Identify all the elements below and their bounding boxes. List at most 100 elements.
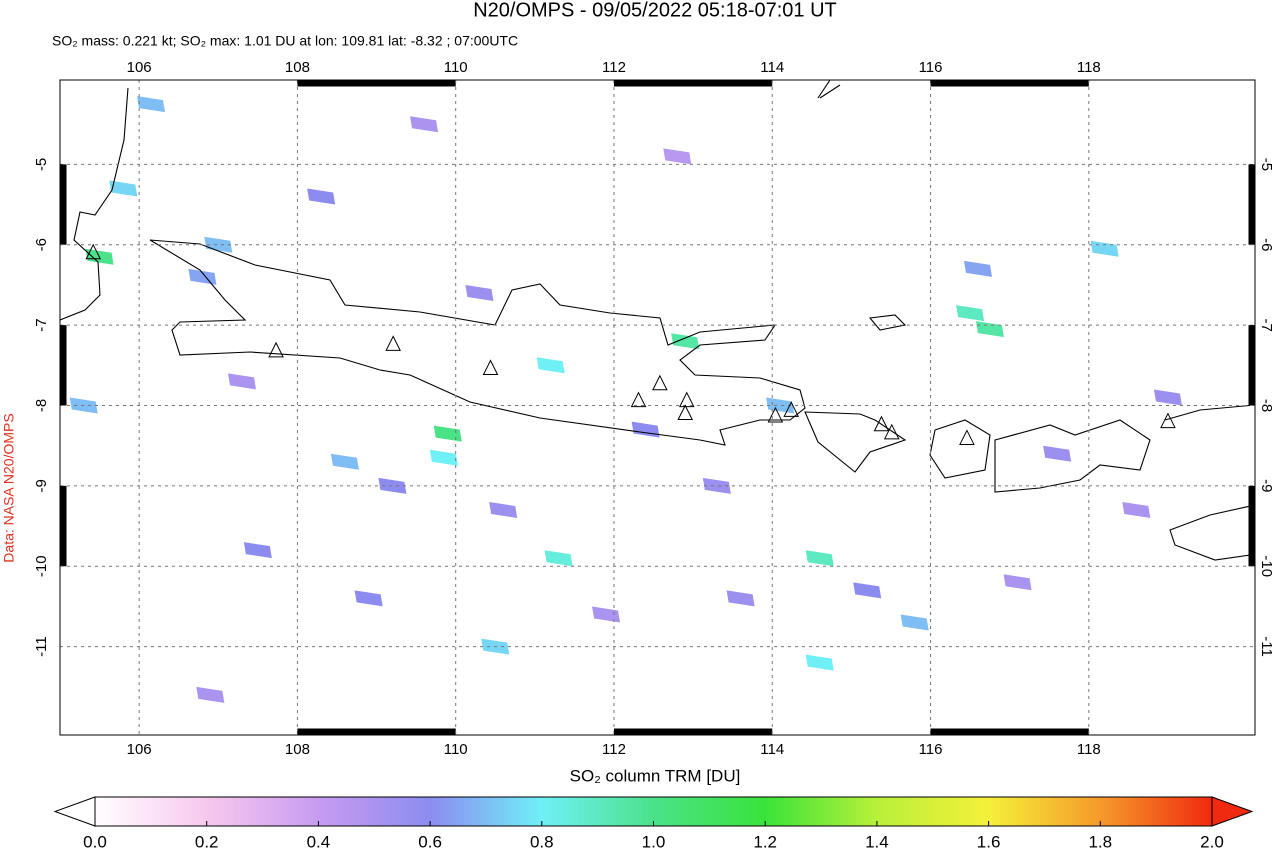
colorbar-under	[53, 796, 96, 827]
so2-pixel	[956, 305, 985, 322]
so2-pixel	[853, 582, 882, 599]
map-frame	[59, 79, 1256, 736]
so2-pixel	[726, 590, 755, 607]
y-tick-label: -5	[1258, 158, 1272, 171]
so2-pixel	[663, 148, 692, 165]
volcano	[1160, 412, 1176, 429]
y-tick-label: -9	[1258, 479, 1272, 492]
x-tick-label: 108	[285, 59, 310, 76]
volcano	[783, 401, 800, 417]
volcano	[630, 391, 647, 408]
so2-pixel	[109, 180, 138, 197]
so2-pixel	[975, 321, 1004, 338]
x-tick-label: 112	[602, 59, 626, 76]
so2-pixel	[1090, 240, 1119, 257]
so2-pixel	[1122, 501, 1151, 518]
so2-pixel	[465, 284, 494, 301]
coastlines	[60, 80, 1255, 561]
y-tick-label: -11	[33, 636, 50, 657]
x-tick-label: 114	[760, 741, 784, 758]
volcano	[678, 391, 695, 408]
bali-coast	[804, 411, 907, 473]
volcano	[677, 404, 694, 421]
colorbar-tick-label: 0.4	[307, 832, 331, 851]
x-tick-label: 114	[760, 59, 784, 76]
y-tick-label: -8	[33, 399, 50, 412]
y-tick-label: -6	[33, 238, 50, 251]
colorbar-label: SO₂ column TRM [DU]	[570, 766, 741, 785]
flores-coast	[1164, 404, 1255, 561]
so2-pixel	[1003, 574, 1032, 591]
so2-pixel	[243, 542, 272, 559]
so2-pixel	[805, 654, 834, 671]
volcano	[482, 359, 499, 376]
so2-pixel	[805, 550, 834, 567]
colorbar-tick-label: 1.0	[642, 832, 666, 851]
x-tick-label: 110	[444, 59, 468, 76]
so2-pixel	[307, 188, 336, 205]
so2-pixel	[433, 425, 462, 442]
so2-pixel	[228, 373, 257, 390]
so2-pixel	[1153, 389, 1182, 406]
colorbar-tick-label: 1.6	[977, 832, 1001, 851]
y-tick-label: -5	[33, 158, 50, 171]
y-tick-label: -10	[33, 555, 50, 577]
x-tick-label: 106	[127, 741, 152, 758]
y-tick-label: -6	[1258, 238, 1272, 251]
volcano	[883, 423, 900, 440]
kangean-coast	[817, 80, 907, 331]
so2-pixel	[671, 333, 700, 350]
title: N20/OMPS - 09/05/2022 05:18-07:01 UT	[473, 0, 837, 21]
colorbar-tick-label: 0.8	[530, 832, 554, 851]
so2-pixel	[631, 421, 660, 438]
so2-pixel	[429, 449, 458, 466]
x-tick-label: 110	[444, 741, 468, 758]
volcano	[767, 406, 784, 423]
colorbar-tick-label: 0.2	[195, 832, 219, 851]
x-tick-label: 108	[285, 741, 310, 758]
colorbar-tick-label: 0.6	[418, 832, 442, 851]
so2-pixel	[378, 477, 407, 494]
y-tick-label: -11	[1258, 636, 1272, 657]
subtitle: SO₂ mass: 0.221 kt; SO₂ max: 1.01 DU at …	[52, 33, 518, 49]
sumbawa-coast	[994, 419, 1151, 493]
lombok-coast	[929, 419, 991, 479]
y-tick-label: -9	[33, 479, 50, 492]
colorbar-tick-label: 1.4	[865, 832, 889, 851]
y-tick-label: -8	[1258, 399, 1272, 412]
so2-pixel	[964, 260, 993, 277]
side-label: Data: NASA N20/OMPS	[1, 413, 17, 562]
so2-pixel	[489, 501, 518, 518]
sumatra-coast	[60, 87, 129, 321]
volcano	[85, 243, 102, 260]
so2-pixel	[536, 357, 565, 374]
volcano	[385, 335, 401, 351]
x-tick-label: 116	[919, 59, 943, 76]
so2-pixel	[196, 686, 225, 703]
volcano	[268, 341, 284, 358]
so2-pixel	[900, 614, 929, 631]
volcano	[873, 415, 890, 432]
colorbar-tick-label: 1.8	[1088, 832, 1112, 851]
pixel-layer	[69, 96, 1182, 703]
y-tick-label: -7	[1258, 318, 1272, 331]
so2-pixel	[330, 453, 359, 470]
so2-pixel	[544, 550, 573, 567]
so2-pixel	[410, 116, 439, 133]
x-tick-label: 106	[127, 59, 152, 76]
so2-pixel	[188, 268, 217, 285]
x-tick-label: 118	[1077, 741, 1101, 758]
colorbar-tick-label: 0.0	[83, 832, 107, 851]
y-tick-label: -10	[1258, 555, 1272, 577]
x-tick-label: 116	[919, 741, 943, 758]
grid-layer	[59, 79, 1256, 736]
y-tick-label: -7	[33, 318, 50, 331]
so2-pixel	[702, 477, 731, 494]
so2-pixel	[1043, 445, 1072, 462]
colorbar-ramp	[94, 796, 1213, 827]
x-tick-label: 118	[1077, 59, 1101, 76]
colorbar: 0.0 0.2 0.4 0.6 0.8 1.0 1.2 1.4 1.6 1.8 2.0	[53, 796, 1254, 851]
x-tick-label: 112	[602, 741, 626, 758]
